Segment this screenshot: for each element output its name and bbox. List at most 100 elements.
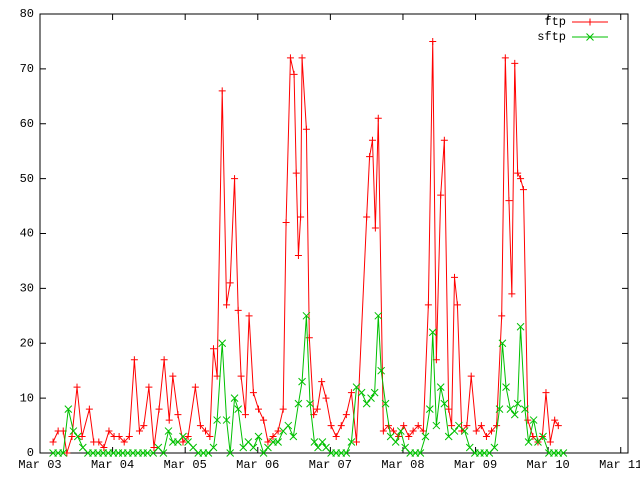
point-marker <box>302 125 310 133</box>
point-marker <box>206 433 214 441</box>
point-marker <box>213 416 221 424</box>
point-marker <box>363 213 371 221</box>
point-marker <box>370 388 379 397</box>
point-marker <box>414 422 422 430</box>
point-marker <box>191 383 199 391</box>
point-marker <box>559 449 568 457</box>
point-marker <box>508 290 516 298</box>
point-marker <box>347 438 356 446</box>
point-marker <box>368 136 376 144</box>
point-marker <box>366 153 374 161</box>
point-marker <box>286 54 294 62</box>
point-marker <box>467 372 475 380</box>
point-marker <box>424 301 432 309</box>
point-marker <box>100 444 108 452</box>
point-marker <box>140 422 148 430</box>
y-tick-label: 70 <box>20 62 34 76</box>
x-tick-label: Mar 09 <box>454 458 497 472</box>
point-marker <box>159 449 168 457</box>
point-marker <box>513 399 522 408</box>
point-marker <box>347 389 355 397</box>
point-marker <box>432 421 441 430</box>
y-tick-label: 80 <box>20 7 34 21</box>
point-marker <box>460 427 469 435</box>
point-marker <box>294 251 302 259</box>
point-marker <box>209 345 217 353</box>
x-tick-label: Mar 08 <box>381 458 424 472</box>
point-marker <box>85 405 93 413</box>
point-marker <box>381 399 390 408</box>
point-marker <box>73 432 82 441</box>
legend-label: sftp <box>537 30 566 44</box>
point-marker <box>302 311 311 320</box>
point-marker <box>377 366 386 375</box>
point-marker <box>511 59 519 67</box>
point-marker <box>297 213 305 221</box>
point-marker <box>169 372 177 380</box>
point-marker <box>374 311 383 320</box>
point-marker <box>64 405 73 413</box>
point-marker <box>313 405 321 413</box>
legend-label: ftp <box>544 15 566 29</box>
point-marker <box>332 433 340 441</box>
plot-frame <box>39 13 629 454</box>
legend-marker <box>586 33 594 41</box>
point-marker <box>274 427 282 435</box>
point-marker <box>551 416 559 424</box>
y-tick-label: 60 <box>20 117 34 131</box>
point-marker <box>49 438 57 446</box>
x-tick-label: Mar 04 <box>91 458 134 472</box>
point-marker <box>502 383 510 392</box>
point-marker <box>463 422 471 430</box>
point-marker <box>230 394 239 402</box>
point-marker <box>517 175 525 183</box>
point-marker <box>298 54 306 62</box>
y-tick-label: 20 <box>20 336 34 350</box>
y-tick-label: 10 <box>20 391 34 405</box>
point-marker <box>234 306 242 314</box>
point-marker <box>546 438 554 446</box>
point-marker <box>68 433 76 441</box>
point-marker <box>264 438 272 446</box>
point-marker <box>135 427 143 435</box>
point-marker <box>524 416 532 424</box>
point-marker <box>505 197 513 205</box>
point-marker <box>342 411 350 419</box>
point-marker <box>318 378 326 386</box>
point-marker <box>337 422 345 430</box>
x-tick-label: Mar 10 <box>527 458 570 472</box>
point-marker <box>78 433 86 441</box>
point-marker <box>521 405 529 413</box>
point-marker <box>371 224 379 232</box>
point-marker <box>73 383 81 391</box>
point-marker <box>538 433 546 441</box>
point-marker <box>419 427 427 435</box>
point-marker <box>259 449 268 457</box>
point-marker <box>260 416 268 424</box>
x-tick-label: Mar 07 <box>309 458 352 472</box>
point-marker <box>440 399 449 408</box>
point-marker <box>477 422 485 430</box>
x-tick-label: Mar 06 <box>236 458 279 472</box>
point-marker <box>241 411 249 419</box>
point-marker <box>289 432 298 441</box>
point-marker <box>405 433 413 441</box>
point-marker <box>63 449 71 457</box>
x-tick-label: Mar 11 <box>599 458 640 472</box>
point-marker <box>357 388 366 397</box>
point-marker <box>391 438 400 446</box>
point-marker <box>150 444 158 452</box>
point-marker <box>255 405 263 413</box>
point-marker <box>437 191 445 199</box>
x-tick-label: Mar 05 <box>164 458 207 472</box>
point-marker <box>318 438 327 446</box>
point-marker <box>284 421 293 430</box>
point-marker <box>292 169 300 177</box>
point-marker <box>367 394 375 402</box>
point-marker <box>282 219 290 227</box>
point-marker <box>249 389 257 397</box>
point-marker <box>379 427 387 435</box>
point-marker <box>249 443 258 452</box>
point-marker <box>342 449 351 457</box>
point-marker <box>362 399 371 408</box>
